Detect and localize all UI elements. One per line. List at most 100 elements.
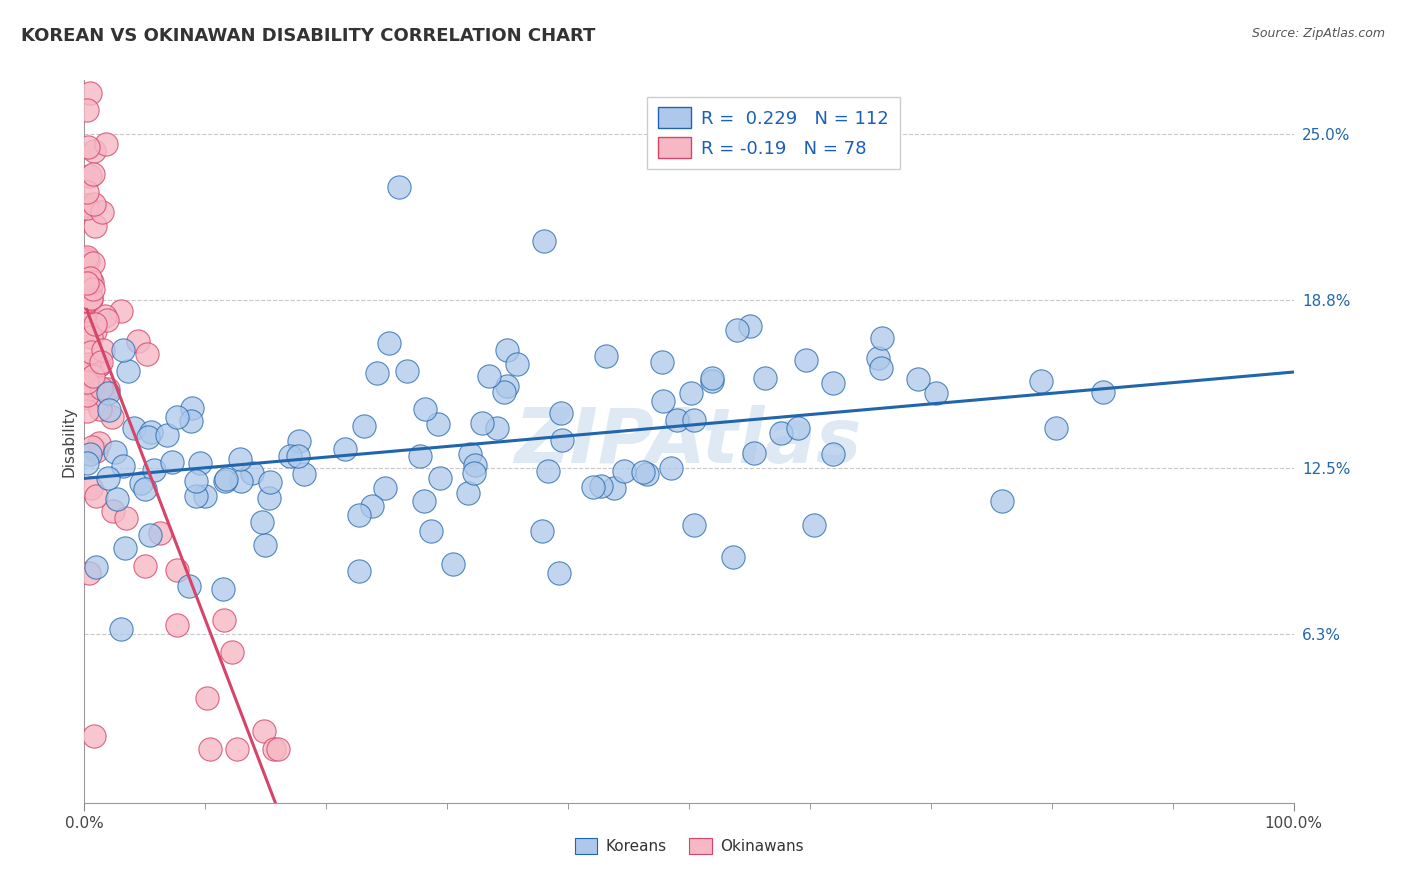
Point [506, 357, 529, 371]
Point [496, 343, 519, 357]
Point [347, 508, 370, 523]
Point [94, 309, 117, 323]
Point [97, 382, 120, 396]
Point [659, 461, 682, 475]
Point [721, 549, 744, 564]
Point [253, 724, 276, 739]
Point [595, 349, 617, 363]
Point [76, 359, 98, 374]
Point [226, 742, 249, 756]
Point [76, 310, 98, 325]
Point [229, 451, 252, 466]
Point [83, 324, 105, 338]
Point [77, 357, 100, 371]
Point [651, 355, 673, 369]
Point [76, 198, 98, 212]
Point [636, 467, 658, 482]
Point [464, 458, 486, 472]
Point [869, 361, 891, 376]
Point [1031, 375, 1053, 389]
Point [683, 413, 706, 427]
Point [149, 526, 172, 541]
Point [76, 326, 98, 340]
Legend: Koreans, Okinawans: Koreans, Okinawans [568, 832, 810, 860]
Point [94, 136, 117, 151]
Point [872, 331, 894, 345]
Point [91, 343, 114, 357]
Point [103, 445, 125, 459]
Point [427, 417, 450, 431]
Point [738, 318, 761, 333]
Text: KOREAN VS OKINAWAN DISABILITY CORRELATION CHART: KOREAN VS OKINAWAN DISABILITY CORRELATIO… [21, 27, 596, 45]
Point [80, 440, 103, 454]
Point [186, 489, 208, 503]
Point [378, 335, 401, 350]
Point [823, 447, 845, 461]
Point [429, 471, 451, 485]
Point [97, 471, 120, 485]
Point [135, 347, 157, 361]
Point [77, 566, 100, 580]
Point [84, 444, 107, 458]
Point [463, 467, 485, 481]
Point [76, 293, 98, 308]
Point [287, 449, 309, 463]
Point [259, 491, 281, 506]
Point [263, 742, 285, 756]
Point [90, 355, 112, 369]
Point [166, 410, 188, 425]
Point [991, 494, 1014, 508]
Y-axis label: Disability: Disability [60, 406, 76, 477]
Point [77, 391, 100, 405]
Point [335, 442, 357, 457]
Point [215, 472, 238, 486]
Point [80, 378, 103, 392]
Point [195, 691, 218, 706]
Point [259, 475, 281, 489]
Point [76, 377, 98, 392]
Point [98, 403, 121, 417]
Point [76, 186, 98, 200]
Point [221, 645, 243, 659]
Point [80, 481, 103, 495]
Point [97, 385, 120, 400]
Point [87, 436, 110, 450]
Point [105, 491, 128, 506]
Point [89, 402, 111, 417]
Point [155, 428, 177, 442]
Point [409, 449, 432, 463]
Point [76, 254, 98, 268]
Point [457, 486, 479, 500]
Point [111, 343, 134, 357]
Point [79, 447, 101, 461]
Point [665, 413, 688, 427]
Point [548, 566, 571, 581]
Point [82, 282, 104, 296]
Point [127, 334, 149, 348]
Point [494, 384, 516, 399]
Point [652, 394, 675, 409]
Point [160, 455, 183, 469]
Point [89, 358, 111, 372]
Point [254, 538, 277, 552]
Point [287, 434, 309, 449]
Point [76, 201, 98, 215]
Point [214, 474, 236, 488]
Point [214, 613, 236, 627]
Point [76, 404, 98, 418]
Point [84, 219, 107, 233]
Point [76, 277, 98, 291]
Point [537, 464, 560, 478]
Point [76, 276, 98, 290]
Point [184, 475, 207, 489]
Point [80, 292, 103, 306]
Point [76, 299, 98, 313]
Point [110, 304, 132, 318]
Point [267, 742, 290, 756]
Point [166, 563, 188, 577]
Point [79, 86, 101, 100]
Point [82, 256, 104, 270]
Point [76, 103, 98, 118]
Point [76, 375, 98, 389]
Point [200, 742, 222, 756]
